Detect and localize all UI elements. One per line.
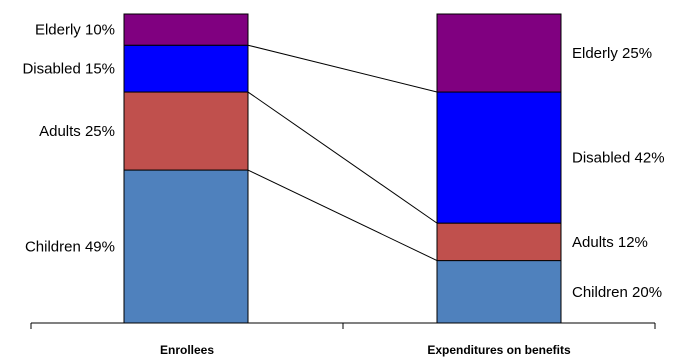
segment-labels: Children 49% Adults 25% Disabled 15% Elderl… — [22, 22, 664, 301]
connector-line-children — [247, 169, 438, 262]
connector-lines — [247, 44, 438, 262]
segment-label-disabled-1: Disabled 15% — [22, 61, 115, 78]
bar-segment-children-1 — [123, 169, 249, 324]
x-axis: Enrollees Expenditures on benefits — [30, 322, 656, 357]
segment-label-disabled-2: Disabled 42% — [572, 150, 665, 167]
bar-segment-elderly-2 — [436, 13, 562, 93]
bar-segment-elderly-1 — [123, 13, 249, 46]
segment-label-adults-1: Adults 25% — [39, 123, 115, 140]
bar-segment-disabled-2 — [436, 91, 562, 224]
segment-label-elderly-1: Elderly 10% — [35, 22, 115, 39]
bar-segment-adults-2 — [436, 222, 562, 262]
bar-segment-children-2 — [436, 260, 562, 324]
segment-label-children-1: Children 49% — [25, 239, 115, 256]
bars — [123, 13, 562, 324]
segment-label-adults-2: Adults 12% — [572, 234, 648, 251]
segment-label-elderly-2: Elderly 25% — [572, 45, 652, 62]
bar-segment-adults-1 — [123, 91, 249, 171]
bar-segment-disabled-1 — [123, 44, 249, 93]
connector-line-adults — [247, 91, 438, 224]
connector-line-disabled — [247, 44, 438, 93]
segment-label-children-2: Children 20% — [572, 284, 662, 301]
x-tick-label-1: Enrollees — [160, 343, 214, 357]
x-tick-label-2: Expenditures on benefits — [427, 343, 571, 357]
